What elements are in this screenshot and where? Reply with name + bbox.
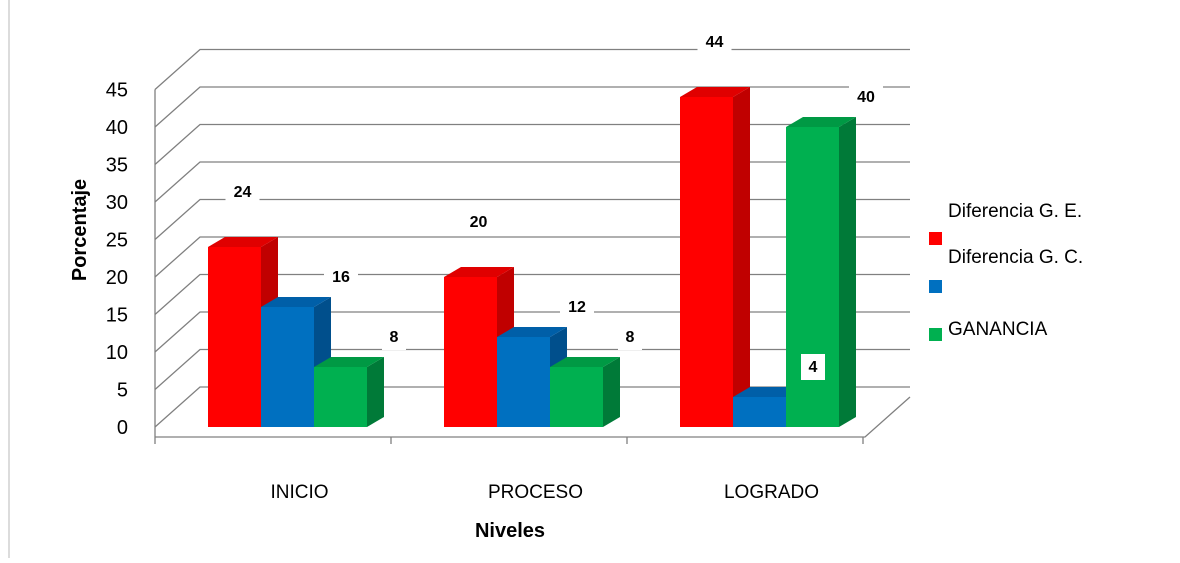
- y-tick-label: 15: [106, 305, 128, 327]
- bar-front-face: [208, 247, 261, 427]
- bar-side-face: [603, 357, 620, 427]
- data-label: 16: [332, 269, 350, 286]
- y-tick-label: 5: [117, 380, 128, 402]
- y-tick-label: 20: [106, 267, 128, 289]
- x-axis-floor: [155, 396, 911, 438]
- y-tick-label: 35: [106, 155, 128, 177]
- data-label: 24: [234, 184, 252, 201]
- bar-top-face: [444, 267, 514, 277]
- data-label: 20: [470, 214, 488, 231]
- bar-top-face: [550, 357, 620, 367]
- bar-front-face: [786, 127, 839, 427]
- bar-front-face: [680, 97, 733, 427]
- x-axis-categories: INICIO PROCESO LOGRADO: [270, 482, 819, 503]
- bar-front-face: [733, 397, 786, 427]
- y-tick-label: 40: [106, 117, 128, 139]
- bar-top-face: [733, 387, 803, 397]
- y-axis-title: Porcentaje: [69, 179, 91, 281]
- gridline: [154, 348, 910, 390]
- data-label-bg: [618, 324, 642, 350]
- bar-side-face: [367, 357, 384, 427]
- bar: [550, 357, 620, 427]
- data-label: 40: [857, 89, 875, 106]
- legend-swatch: [929, 328, 942, 341]
- category-label: INICIO: [270, 482, 328, 503]
- bar-top-face: [497, 327, 567, 337]
- gridline: [154, 311, 910, 353]
- y-tick-label: 10: [106, 342, 128, 364]
- legend-swatch: [929, 232, 942, 245]
- gridline: [154, 236, 910, 278]
- gridline: [154, 48, 910, 90]
- bar-top-face: [208, 237, 278, 247]
- legend: Diferencia G. E. Diferencia G. C. GANANCIA: [929, 201, 1083, 341]
- legend-label: Diferencia G. E.: [948, 201, 1082, 222]
- gridline: [154, 273, 910, 315]
- bar-top-face: [314, 357, 384, 367]
- bars: [208, 87, 856, 427]
- bar-front-face: [497, 337, 550, 427]
- data-label-bg: [382, 324, 406, 350]
- grid-lines: [154, 48, 911, 444]
- bar: [786, 117, 856, 427]
- legend-label: GANANCIA: [948, 319, 1048, 340]
- legend-item: Diferencia G. E.: [929, 201, 1082, 245]
- gridline: [154, 86, 910, 128]
- data-label-bg: [461, 209, 496, 235]
- bar-top-face: [680, 87, 750, 97]
- gridline: [154, 123, 910, 165]
- y-axis-ticks: 45 40 35 30 25 20 15 10 5 0: [106, 80, 128, 440]
- gridline: [154, 161, 910, 203]
- data-label-bg: [801, 354, 825, 380]
- bar-front-face: [550, 367, 603, 427]
- y-tick-label: 45: [106, 80, 128, 102]
- data-label: 4: [809, 359, 818, 376]
- bar: [314, 357, 384, 427]
- y-tick-label: 25: [106, 230, 128, 252]
- data-label-bg: [560, 294, 594, 320]
- bar-side-face: [733, 87, 750, 427]
- gridline: [154, 198, 910, 240]
- data-label-bg: [225, 179, 260, 205]
- bar-front-face: [314, 367, 367, 427]
- bar-top-face: [261, 297, 331, 307]
- bar-front-face: [444, 277, 497, 427]
- legend-item: GANANCIA: [929, 319, 1048, 341]
- category-label: LOGRADO: [724, 482, 819, 503]
- bar: [680, 87, 750, 427]
- data-label-bg: [849, 84, 883, 110]
- data-label: 12: [568, 299, 586, 316]
- data-label-bg: [697, 29, 732, 55]
- data-label: 8: [626, 329, 635, 346]
- legend-swatch: [929, 280, 942, 293]
- bar-top-face: [786, 117, 856, 127]
- x-axis-title: Niveles: [475, 520, 545, 542]
- gridline: [154, 386, 910, 428]
- data-label: 44: [706, 34, 724, 51]
- legend-item: Diferencia G. C.: [929, 247, 1083, 293]
- data-label: 8: [390, 329, 399, 346]
- y-tick-label: 0: [117, 417, 128, 439]
- bar-side-face: [839, 117, 856, 427]
- y-tick-label: 30: [106, 192, 128, 214]
- legend-label: Diferencia G. C.: [948, 247, 1083, 268]
- data-label-bg: [324, 264, 358, 290]
- category-label: PROCESO: [488, 482, 583, 503]
- bar-front-face: [261, 307, 314, 427]
